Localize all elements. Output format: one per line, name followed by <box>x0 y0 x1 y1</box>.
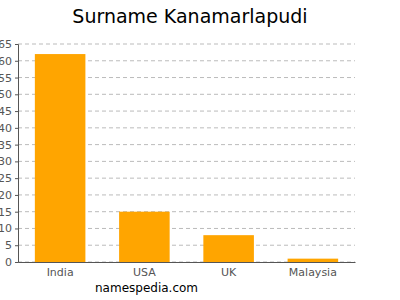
y-tick-label: 55 <box>0 72 12 85</box>
bar <box>35 54 86 262</box>
y-tick: 40 <box>0 122 18 135</box>
x-tick-label: India <box>47 266 74 279</box>
annotation: namespedia.com <box>95 281 198 295</box>
y-tick-mark <box>15 212 18 213</box>
y-tick-mark <box>15 145 18 146</box>
y-tick-mark <box>15 228 18 229</box>
y-tick-label: 30 <box>0 155 12 168</box>
y-tick: 10 <box>0 222 18 235</box>
y-tick: 50 <box>0 88 18 101</box>
y-tick-label: 40 <box>0 122 12 135</box>
y-tick: 30 <box>0 155 18 168</box>
y-tick-mark <box>15 161 18 162</box>
y-tick: 15 <box>0 206 18 219</box>
y-tick-mark <box>15 94 18 95</box>
y-tick: 45 <box>0 105 18 118</box>
x-tick: India <box>47 262 74 279</box>
y-tick: 25 <box>0 172 18 185</box>
y-axis: 0 5 10 15 20 25 30 35 40 45 50 55 60 65 <box>0 38 19 269</box>
bar <box>203 235 254 262</box>
y-tick-label: 15 <box>0 206 12 219</box>
y-tick-label: 25 <box>0 172 12 185</box>
title: Surname Kanamarlapudi <box>72 5 307 27</box>
y-tick: 65 <box>0 38 18 51</box>
y-tick: 35 <box>0 139 18 152</box>
y-tick-mark <box>15 44 18 45</box>
y-tick: 0 <box>5 256 18 269</box>
y-tick-mark <box>15 245 18 246</box>
bar <box>288 259 339 262</box>
y-tick-label: 45 <box>0 105 12 118</box>
x-axis-line <box>19 262 356 263</box>
y-axis-line <box>15 45 19 263</box>
y-tick-label: 50 <box>0 88 12 101</box>
x-tick-label: UK <box>221 266 237 279</box>
y-tick-mark <box>15 178 18 179</box>
grid <box>18 44 355 262</box>
y-tick-label: 10 <box>0 222 12 235</box>
y-tick: 5 <box>5 239 18 252</box>
y-tick-label: 65 <box>0 38 12 51</box>
y-tick-label: 0 <box>5 256 12 269</box>
y-tick-mark <box>15 61 18 62</box>
y-tick-mark <box>15 128 18 129</box>
chart: 0 5 10 15 20 25 30 35 40 45 50 55 60 65 India USA UK Mala… <box>0 0 400 300</box>
y-tick-label: 5 <box>5 239 12 252</box>
y-tick-label: 20 <box>0 189 12 202</box>
y-tick-label: 60 <box>0 55 12 68</box>
x-tick: UK <box>221 262 237 279</box>
bars <box>35 54 338 262</box>
x-tick-label: USA <box>133 266 156 279</box>
x-tick: Malaysia <box>289 262 337 279</box>
x-tick-label: Malaysia <box>289 266 337 279</box>
y-tick-mark <box>15 111 18 112</box>
y-tick-mark <box>15 262 18 263</box>
y-tick-mark <box>15 78 18 79</box>
y-tick: 55 <box>0 72 18 85</box>
plot: 0 5 10 15 20 25 30 35 40 45 50 55 60 65 India USA UK Mala… <box>0 38 356 279</box>
bar <box>119 212 170 262</box>
x-axis: India USA UK Malaysia <box>19 262 356 279</box>
y-tick: 60 <box>0 55 18 68</box>
x-tick: USA <box>133 262 156 279</box>
y-tick: 20 <box>0 189 18 202</box>
y-tick-mark <box>15 195 18 196</box>
y-tick-label: 35 <box>0 139 12 152</box>
grid-line <box>18 44 355 45</box>
